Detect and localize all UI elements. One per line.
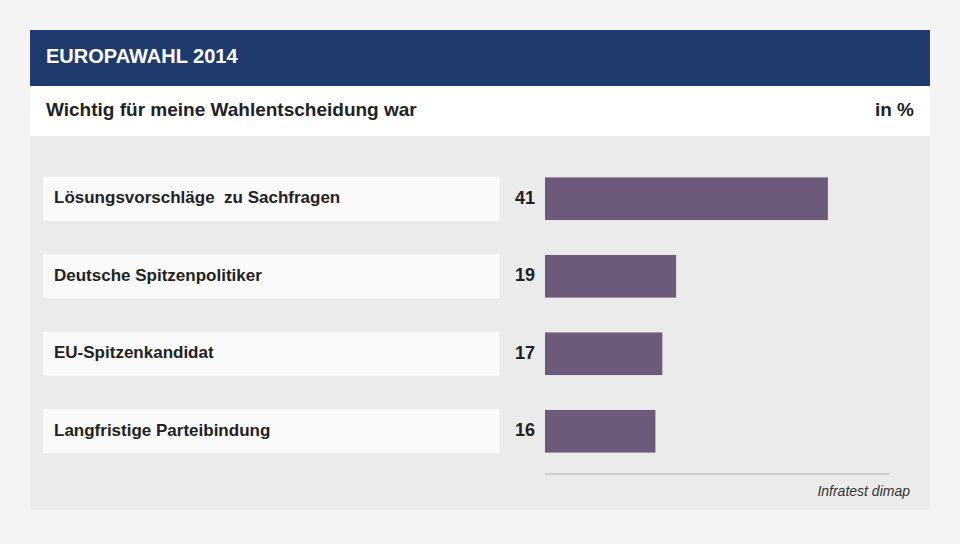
data-label: 41 xyxy=(515,188,535,208)
data-label: 17 xyxy=(515,343,535,363)
background xyxy=(0,0,960,544)
chart-container: EUROPAWAHL 2014 Wichtig für meine Wahlent… xyxy=(0,0,960,544)
data-labels: 41 19 17 16 xyxy=(515,188,535,441)
bar xyxy=(545,177,828,220)
category-labels: Lösungsvorschläge zu Sachfragen Deutsche … xyxy=(44,177,499,452)
category-label: Lösungsvorschläge zu Sachfragen xyxy=(54,188,340,207)
bar xyxy=(545,332,662,375)
category-label: Langfristige Parteibindung xyxy=(54,421,270,440)
category-label: Deutsche Spitzenpolitiker xyxy=(54,266,262,285)
label-box xyxy=(44,410,499,453)
source-note: Infratest dimap xyxy=(817,483,910,499)
unit-label: in % xyxy=(875,99,914,120)
subtitle-row xyxy=(30,86,930,136)
chart-area xyxy=(30,136,930,510)
data-label: 19 xyxy=(515,265,535,285)
title-banner xyxy=(30,30,930,86)
data-label: 16 xyxy=(515,420,535,440)
label-box xyxy=(44,177,499,220)
x-axis-line xyxy=(545,474,890,475)
subtitle: Wichtig für meine Wahlentscheidung war xyxy=(46,99,417,120)
bars xyxy=(545,177,828,452)
bar xyxy=(545,410,655,453)
label-box xyxy=(44,255,499,298)
chart-svg: EUROPAWAHL 2014 Wichtig für meine Wahlent… xyxy=(0,0,960,544)
category-label: EU-Spitzenkandidat xyxy=(54,343,214,362)
bar xyxy=(545,255,676,298)
title: EUROPAWAHL 2014 xyxy=(46,45,238,67)
label-box xyxy=(44,332,499,375)
